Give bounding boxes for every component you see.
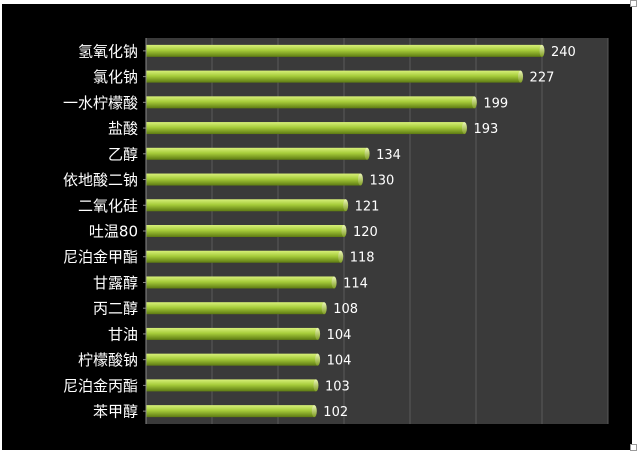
bar-end-cap xyxy=(343,199,349,212)
bar xyxy=(146,173,361,186)
bar-end-cap xyxy=(315,353,321,366)
bar-end-cap xyxy=(364,147,370,160)
bar-end-cap xyxy=(518,70,524,83)
bar xyxy=(146,379,316,392)
resize-handle-bottom-right[interactable] xyxy=(630,444,637,451)
bar xyxy=(146,225,344,237)
category-label: 苯甲醇 xyxy=(93,403,138,421)
bar xyxy=(146,199,346,212)
data-label: 193 xyxy=(473,122,498,137)
data-label: 240 xyxy=(551,45,576,60)
category-label: 甘露醇 xyxy=(93,274,138,292)
data-label: 227 xyxy=(530,71,555,86)
bar-end-cap xyxy=(313,379,319,392)
data-label: 130 xyxy=(370,174,395,189)
bar-end-cap xyxy=(321,302,327,315)
bar-end-cap xyxy=(311,405,317,418)
category-label: 一水柠檬酸 xyxy=(63,94,138,112)
bar-end-cap xyxy=(338,250,344,263)
data-label: 102 xyxy=(323,405,348,420)
data-label: 199 xyxy=(483,96,508,111)
bar xyxy=(146,327,318,340)
data-label: 121 xyxy=(355,199,380,214)
data-label: 108 xyxy=(333,302,358,317)
bar xyxy=(146,353,318,366)
bar xyxy=(146,96,475,109)
bar-end-cap xyxy=(471,96,477,109)
bar xyxy=(146,250,341,263)
category-label: 甘油 xyxy=(108,325,138,343)
resize-handle-top-right[interactable] xyxy=(630,0,637,7)
bar xyxy=(146,147,368,160)
bar-end-cap xyxy=(315,327,321,340)
category-label: 尼泊金甲酯 xyxy=(63,248,138,266)
category-label: 氢氧化钠 xyxy=(78,42,138,60)
chart-frame: 氢氧化钠 240 氯化钠 227 一水柠檬酸 199 盐酸 193 乙醇 134 依地酸二钠 130 二… xyxy=(2,4,632,450)
bar xyxy=(146,122,465,135)
bar xyxy=(146,405,315,418)
data-label: 118 xyxy=(350,251,375,266)
bar xyxy=(146,70,521,83)
bar xyxy=(146,276,335,289)
category-label: 盐酸 xyxy=(108,120,138,138)
data-label: 120 xyxy=(353,225,378,240)
bar-end-cap xyxy=(341,225,347,237)
category-label: 丙二醇 xyxy=(93,300,138,318)
category-label: 柠檬酸钠 xyxy=(78,351,138,369)
category-label: 依地酸二钠 xyxy=(63,171,138,189)
data-label: 134 xyxy=(376,148,401,163)
category-label: 尼泊金丙酯 xyxy=(63,377,138,395)
category-label: 乙醇 xyxy=(108,145,138,163)
category-label: 吐温80 xyxy=(89,223,138,241)
data-label: 104 xyxy=(327,354,352,369)
bar xyxy=(146,44,542,57)
bar-end-cap xyxy=(539,44,545,57)
data-label: 114 xyxy=(343,276,368,291)
bar-end-cap xyxy=(358,173,363,186)
bar-end-cap xyxy=(461,122,467,135)
category-label: 氯化钠 xyxy=(93,68,138,86)
category-label: 二氧化硅 xyxy=(78,197,138,215)
data-label: 104 xyxy=(327,328,352,343)
bar-chart: 氢氧化钠 240 氯化钠 227 一水柠檬酸 199 盐酸 193 乙醇 134 依地酸二钠 130 二… xyxy=(63,38,609,424)
bar xyxy=(146,302,325,315)
data-label: 103 xyxy=(325,379,350,394)
bar-end-cap xyxy=(331,276,337,289)
